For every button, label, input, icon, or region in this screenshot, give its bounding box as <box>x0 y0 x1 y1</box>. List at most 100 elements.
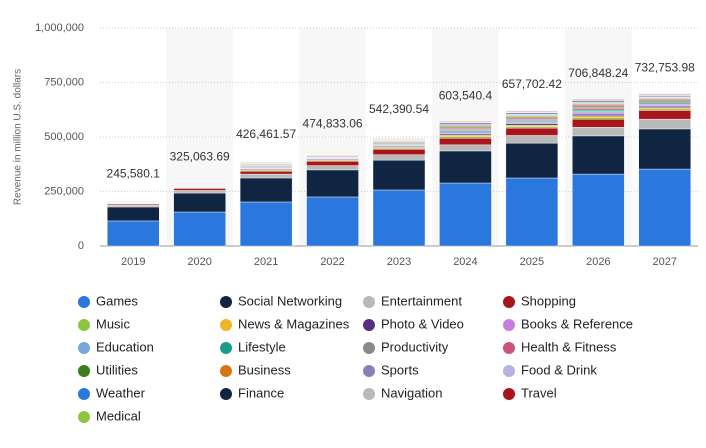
bar-segment <box>439 182 492 247</box>
legend-label: Weather <box>96 385 146 400</box>
bar-segment <box>572 118 625 128</box>
bar-segment <box>107 220 160 247</box>
total-label: 706,848.24 <box>568 66 628 80</box>
bar-segment <box>239 201 293 247</box>
legend-marker <box>363 388 375 400</box>
bar-segment <box>505 127 559 136</box>
x-tick-label: 2021 <box>254 256 278 268</box>
legend-marker <box>78 319 90 331</box>
bar-segment <box>439 136 492 139</box>
legend-label: Travel <box>521 385 557 400</box>
x-tick-label: 2026 <box>586 256 610 268</box>
x-tick-label: 2022 <box>320 256 344 268</box>
bar-segment <box>372 159 426 191</box>
bar-segment <box>107 206 160 222</box>
bar-segment <box>173 190 226 194</box>
x-tick-label: 2025 <box>520 256 544 268</box>
total-label: 603,540.4 <box>439 89 493 103</box>
legend-label: Medical <box>96 408 141 423</box>
total-label: 426,461.57 <box>236 127 296 141</box>
bar-segment <box>505 123 559 126</box>
bar-segment <box>505 135 559 144</box>
legend-marker <box>503 365 515 377</box>
legend-label: Books & Reference <box>521 316 633 331</box>
legend-marker <box>363 365 375 377</box>
y-tick-label: 0 <box>78 240 84 252</box>
x-tick-label: 2020 <box>187 256 211 268</box>
legend-label: Finance <box>238 385 284 400</box>
legend-label: Games <box>96 293 138 308</box>
bar-segment <box>439 144 492 152</box>
legend-marker <box>220 319 232 331</box>
bar-segment <box>173 188 226 191</box>
y-tick-label: 750,000 <box>44 76 84 88</box>
bar-segment <box>173 211 226 247</box>
bar-segment <box>572 173 625 247</box>
legend-label: Health & Fitness <box>521 339 617 354</box>
bar-segment <box>439 133 492 136</box>
bar-segment <box>572 126 625 137</box>
total-label: 542,390.54 <box>369 102 429 116</box>
bar-segment <box>372 189 426 247</box>
bar-segment <box>638 168 691 247</box>
x-tick-label: 2023 <box>387 256 411 268</box>
bar-segment <box>572 115 625 118</box>
legend-marker <box>363 319 375 331</box>
legend-marker <box>220 365 232 377</box>
legend-label: Social Networking <box>238 293 342 308</box>
y-tick-label: 500,000 <box>44 131 84 143</box>
bar-segment <box>572 113 625 116</box>
legend-marker <box>503 319 515 331</box>
legend-label: Business <box>238 362 291 377</box>
bar-segment <box>505 126 559 129</box>
bar-segment <box>638 118 691 130</box>
bar-segment <box>306 196 359 247</box>
bar-segment <box>306 160 359 166</box>
legend-label: Entertainment <box>381 293 462 308</box>
bar-segment <box>572 107 625 109</box>
legend-label: Food & Drink <box>521 362 597 377</box>
legend-label: Photo & Video <box>381 316 464 331</box>
legend-label: Utilities <box>96 362 138 377</box>
legend-marker <box>78 296 90 308</box>
legend-label: Productivity <box>381 339 449 354</box>
legend-marker <box>78 342 90 354</box>
bar-segment <box>439 150 492 184</box>
total-label: 474,833.06 <box>303 117 363 131</box>
bar-segment <box>372 149 426 155</box>
bar-segment <box>638 128 691 170</box>
legend-label: Music <box>96 316 130 331</box>
x-tick-label: 2027 <box>653 256 677 268</box>
y-tick-label: 250,000 <box>44 185 84 197</box>
bar-segment <box>572 111 625 114</box>
total-label: 245,580.1 <box>107 167 161 181</box>
total-label: 657,702.42 <box>502 77 562 91</box>
legend-marker <box>78 365 90 377</box>
legend-marker <box>363 296 375 308</box>
legend-marker <box>503 296 515 308</box>
legend-marker <box>220 388 232 400</box>
bar-segment <box>572 109 625 112</box>
bar-segment <box>638 108 691 111</box>
total-label: 325,063.69 <box>170 149 230 163</box>
bar-segment <box>505 177 559 247</box>
legend-marker <box>220 296 232 308</box>
y-axis-label: Revenue in million U.S. dollars <box>13 69 24 205</box>
bar-segment <box>439 135 492 137</box>
bar-segment <box>372 154 426 161</box>
legend-label: Education <box>96 339 154 354</box>
x-tick-label: 2024 <box>453 256 477 268</box>
legend-label: News & Magazines <box>238 316 350 331</box>
bar-segment <box>107 205 160 208</box>
bar-segment <box>306 165 359 171</box>
legend-label: Navigation <box>381 385 442 400</box>
legend-label: Sports <box>381 362 419 377</box>
bar-segment <box>306 169 359 198</box>
legend-marker <box>503 342 515 354</box>
bar-segment <box>239 171 293 175</box>
bar-segment <box>439 138 492 146</box>
bar-segment <box>572 108 625 111</box>
bar-segment <box>638 110 691 120</box>
legend-marker <box>503 388 515 400</box>
